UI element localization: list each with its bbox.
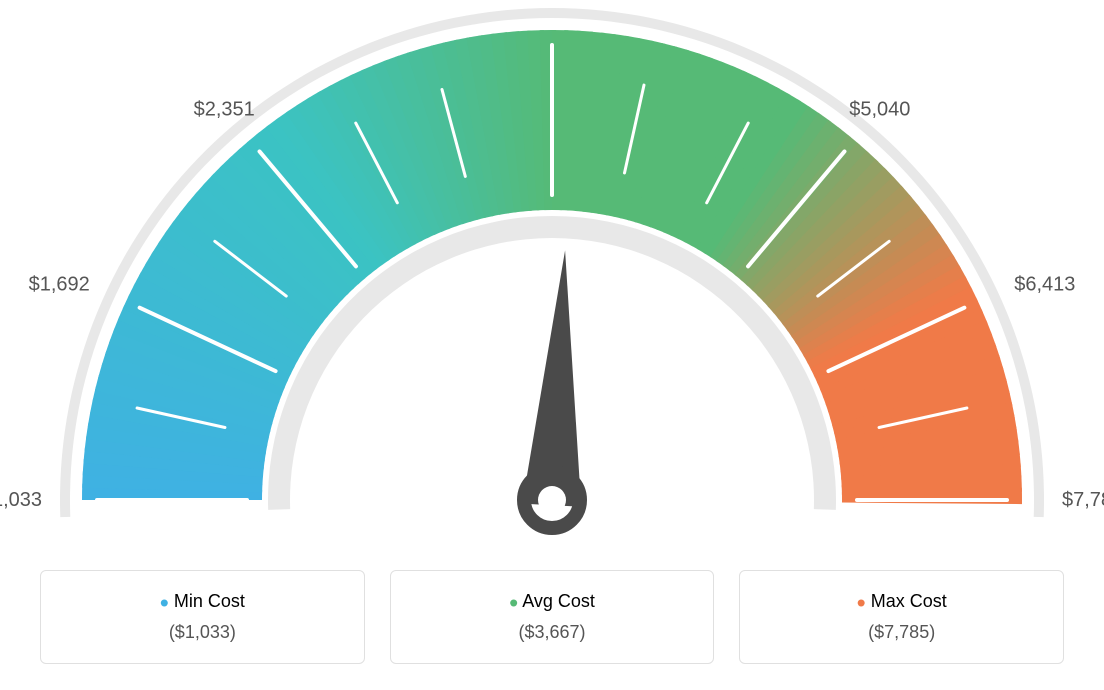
svg-text:$1,033: $1,033	[0, 489, 42, 511]
legend-min-label: Min Cost	[174, 591, 245, 611]
svg-text:$2,351: $2,351	[194, 98, 255, 120]
dot-icon: •	[160, 587, 169, 617]
dot-icon: •	[857, 587, 866, 617]
svg-text:$6,413: $6,413	[1014, 273, 1075, 295]
legend-max-box: • Max Cost ($7,785)	[739, 570, 1064, 664]
legend-min-value: ($1,033)	[51, 622, 354, 643]
legend-min-box: • Min Cost ($1,033)	[40, 570, 365, 664]
legend-avg-title: • Avg Cost	[401, 591, 704, 612]
svg-text:$5,040: $5,040	[849, 98, 910, 120]
gauge-svg: $1,033 $1,692 $2,351 $3,667 $5,040 $6,413 $7,7…	[0, 0, 1104, 560]
chart-container: $1,033 $1,692 $2,351 $3,667 $5,040 $6,413 $7,7…	[0, 0, 1104, 690]
dot-icon: •	[509, 587, 518, 617]
legend-row: • Min Cost ($1,033) • Avg Cost ($3,667) …	[0, 570, 1104, 664]
legend-avg-box: • Avg Cost ($3,667)	[390, 570, 715, 664]
svg-text:$7,785: $7,785	[1062, 489, 1104, 511]
svg-text:$1,692: $1,692	[29, 273, 90, 295]
legend-min-title: • Min Cost	[51, 591, 354, 612]
gauge-area: $1,033 $1,692 $2,351 $3,667 $5,040 $6,413 $7,7…	[0, 0, 1104, 560]
legend-max-title: • Max Cost	[750, 591, 1053, 612]
legend-max-label: Max Cost	[871, 591, 947, 611]
svg-text:$3,667: $3,667	[521, 0, 582, 1]
legend-avg-label: Avg Cost	[522, 591, 595, 611]
legend-max-value: ($7,785)	[750, 622, 1053, 643]
legend-avg-value: ($3,667)	[401, 622, 704, 643]
